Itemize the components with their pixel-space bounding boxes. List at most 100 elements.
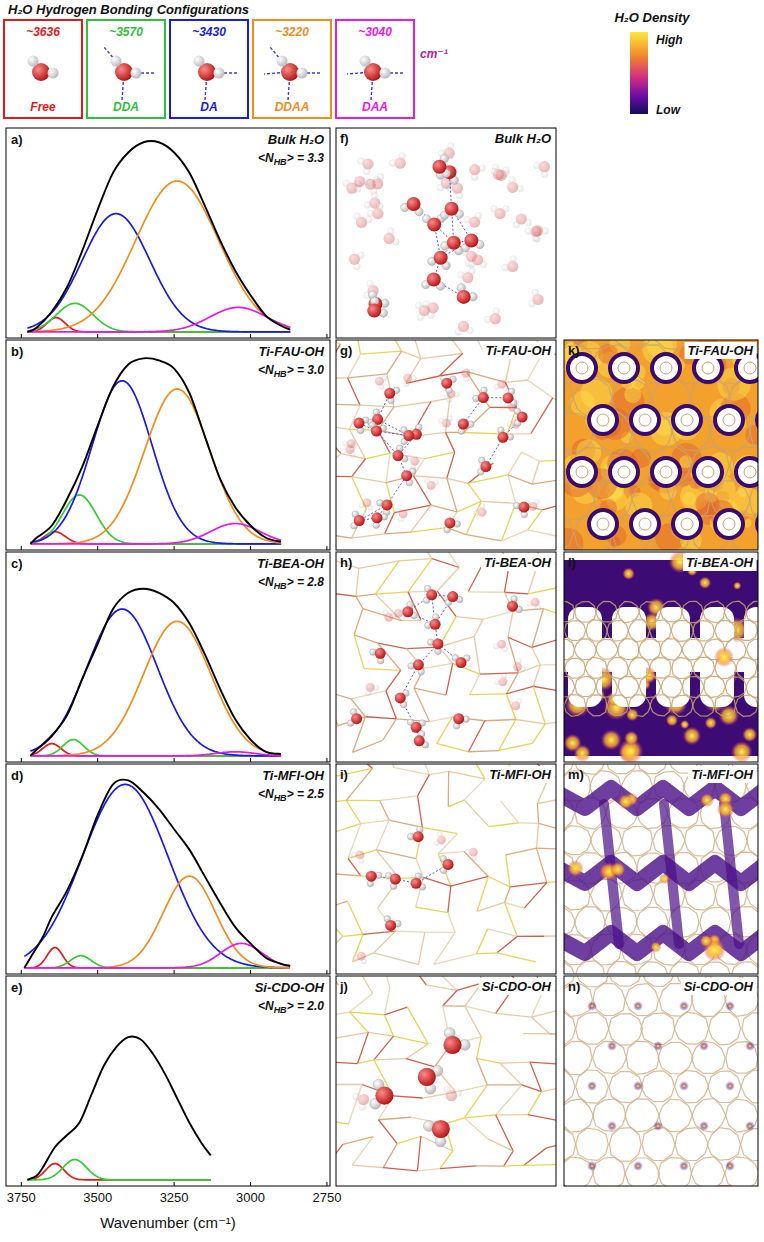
x-tick-label: 3250: [160, 1190, 189, 1205]
hydrogen: [111, 56, 122, 67]
oxygen: [458, 321, 469, 332]
oxygen: [531, 598, 540, 607]
panel-letter: a): [11, 132, 23, 147]
framework-bond: [532, 461, 539, 484]
framework-ring: [671, 621, 693, 642]
oxygen: [366, 683, 375, 692]
oxygen: [383, 233, 394, 244]
panel-letter: e): [11, 980, 23, 995]
oxygen: [411, 878, 422, 889]
framework-ring: [741, 1070, 758, 1103]
framework-ring: [596, 601, 618, 622]
framework-bond: [380, 796, 418, 801]
x-tick: [21, 546, 22, 550]
framework-ring: [715, 620, 737, 641]
framework-bond: [448, 913, 455, 933]
framework-bond: [467, 372, 490, 408]
density-spot: [699, 934, 712, 947]
component-ddaa: [24, 876, 289, 968]
density-pore: [610, 354, 638, 382]
water-molecule: [403, 374, 416, 387]
water-molecule: [445, 591, 463, 606]
water-molecule: [438, 416, 452, 428]
framework-bond: [383, 719, 397, 740]
density-spot: [679, 1161, 689, 1171]
snapshot-bg: [336, 764, 556, 974]
framework-ring: [692, 1041, 726, 1074]
oxygen: [507, 261, 518, 272]
component-dda: [30, 740, 281, 756]
framework-bond: [505, 887, 511, 903]
framework-bond: [504, 1151, 513, 1166]
nhb-part: HB: [274, 793, 287, 803]
snapshot-frame: [336, 552, 556, 762]
density-pore: [715, 406, 743, 434]
framework-bond: [413, 476, 431, 505]
framework-bond: [500, 801, 518, 823]
oxygen: [401, 470, 412, 481]
framework-bond: [508, 452, 522, 475]
oxygen: [392, 450, 403, 461]
panel-letter: c): [11, 556, 23, 571]
framework-bond: [387, 351, 402, 374]
framework-bond: [361, 820, 389, 824]
snapshot-bg: [336, 976, 556, 1186]
framework-bond: [464, 1115, 495, 1118]
water-molecule: [411, 873, 426, 890]
framework-bond: [524, 883, 547, 909]
density-frame: [564, 552, 758, 762]
framework-bond: [336, 910, 343, 936]
framework-bond: [500, 1062, 530, 1063]
framework-bond: [544, 935, 556, 937]
framework-bond: [542, 1084, 556, 1091]
snapshot-image: [343, 142, 550, 335]
framework-bond: [468, 751, 498, 752]
config-frame: [253, 20, 331, 118]
panel-letter: h): [340, 555, 352, 570]
plot-area: [27, 1036, 210, 1179]
background: [0, 0, 764, 1242]
framework-ring: [723, 518, 735, 530]
framework-ring: [639, 518, 651, 530]
framework-bond: [517, 936, 544, 938]
density-spot: [590, 1084, 593, 1087]
hbond-line: [400, 665, 418, 698]
hydrogen: [131, 68, 142, 79]
framework-bond: [336, 592, 356, 597]
x-tick: [174, 758, 175, 762]
framework-ring: [682, 639, 704, 660]
framework-bond: [448, 800, 464, 807]
framework-bond: [411, 505, 431, 532]
density-spot: [748, 1124, 751, 1127]
framework-bond: [508, 611, 513, 637]
oxygen: [347, 439, 356, 448]
oxygen: [494, 208, 505, 219]
framework-bond: [425, 452, 455, 458]
framework-ring: [747, 639, 759, 660]
framework-ring: [675, 1128, 708, 1161]
panel-letter: g): [340, 343, 352, 358]
config-name: DDAA: [275, 100, 310, 114]
framework-bond: [497, 953, 536, 962]
component-ddaa: [30, 389, 281, 544]
density-spot: [607, 1121, 617, 1131]
framework-bond: [378, 1120, 397, 1144]
water-molecule: [407, 826, 423, 842]
framework-bond: [429, 771, 448, 774]
framework-bond: [336, 936, 343, 954]
framework-bond: [356, 340, 361, 354]
framework-ring: [675, 1070, 709, 1103]
component-dda: [27, 1160, 210, 1180]
framework-bond: [445, 340, 463, 353]
density-spot: [733, 582, 741, 590]
config-wavenumber: ~3430: [192, 25, 226, 39]
framework-bond: [524, 1164, 556, 1166]
framework-bond: [506, 380, 528, 382]
nhb-label: <NHB> = 2.8: [258, 575, 324, 591]
framework-bond: [443, 1005, 465, 1007]
oxygen: [503, 392, 514, 403]
framework-bond: [440, 1151, 453, 1169]
hydrogen: [28, 56, 39, 67]
framework-bond: [417, 1169, 439, 1171]
framework-bond: [374, 931, 396, 953]
